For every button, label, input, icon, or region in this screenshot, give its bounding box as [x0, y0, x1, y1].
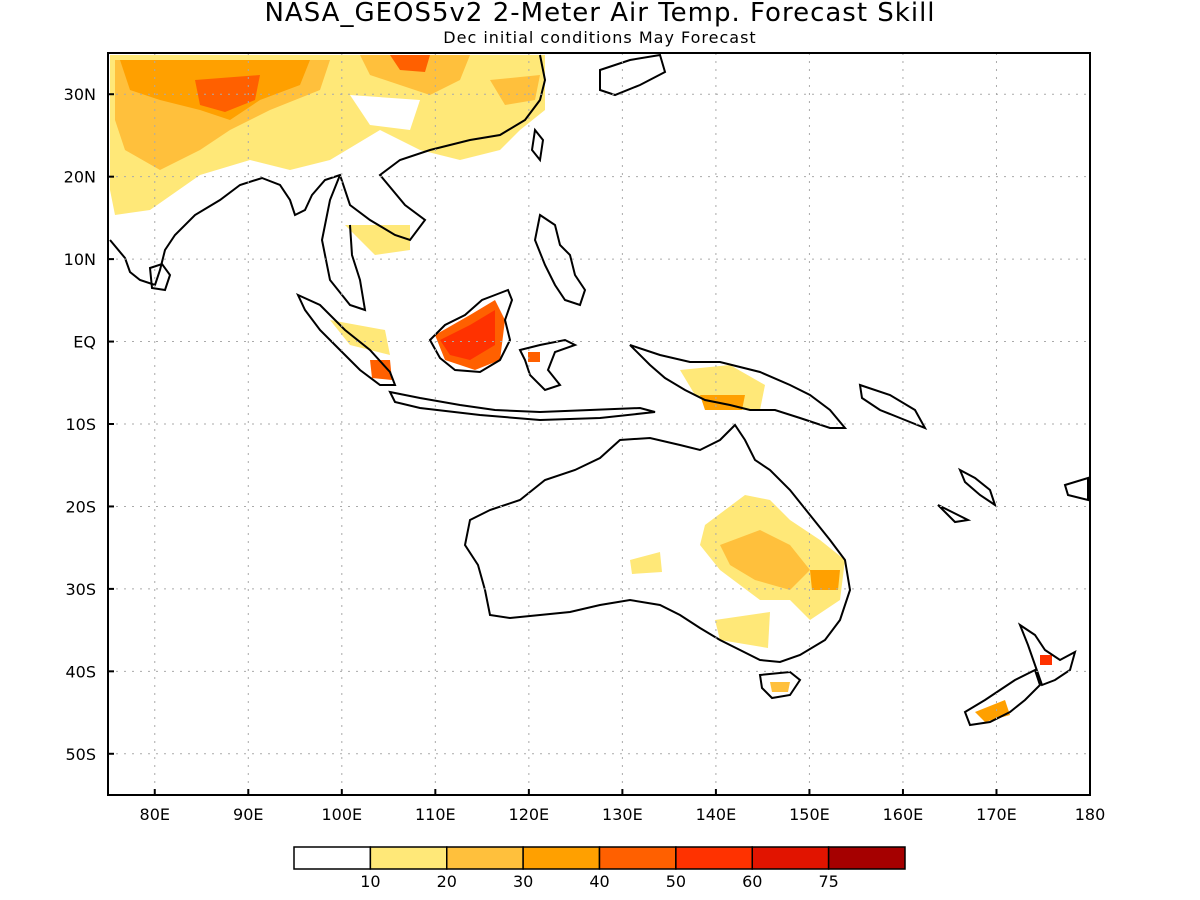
- lon-tick-label: 160E: [883, 805, 924, 824]
- colorbar-swatch: [675, 846, 753, 870]
- lon-tick-label: 100E: [321, 805, 362, 824]
- colorbar-swatch: [598, 846, 677, 870]
- colorbar-label: 10: [360, 872, 380, 891]
- skill-region-australia: [630, 552, 662, 574]
- coastline-japan: [599, 53, 667, 97]
- lat-tick-label: 20S: [65, 497, 96, 516]
- lat-tick-label: 10N: [64, 250, 96, 269]
- lon-tick-label: 170E: [976, 805, 1017, 824]
- lon-tick-label: 130E: [602, 805, 643, 824]
- skill-region-sea: [345, 225, 410, 255]
- colorbar-label: 60: [742, 872, 762, 891]
- coastline-islands: [1063, 476, 1089, 502]
- lon-tick-label: 140E: [696, 805, 737, 824]
- colorbar-label: 30: [513, 872, 533, 891]
- lat-tick-label: 20N: [64, 168, 96, 187]
- lat-tick-label: 10S: [65, 415, 96, 434]
- lon-tick-label: 150E: [789, 805, 830, 824]
- coastline-australia: [463, 423, 852, 664]
- coastline-asia: [109, 54, 547, 287]
- lat-tick-label: 30S: [65, 580, 96, 599]
- skill-region-australia: [720, 530, 810, 590]
- map-grid: [108, 53, 1090, 795]
- map-ticks: 30N 20N 10N EQ 10S 20S 30S 40S 50S 80E 90E 100E 110E…: [64, 85, 1106, 824]
- coastline-philippines: [533, 213, 587, 307]
- lon-tick-label: 110E: [415, 805, 456, 824]
- coastlines: [109, 53, 1089, 727]
- colorbar-swatch: [369, 846, 448, 870]
- colorbar-label: 20: [437, 872, 457, 891]
- coastline-taiwan: [530, 127, 545, 163]
- colorbar-label: 75: [818, 872, 838, 891]
- map-subtitle: Dec initial conditions May Forecast: [443, 28, 757, 47]
- lat-tick-label: 40S: [65, 662, 96, 681]
- lon-tick-label: 120E: [509, 805, 550, 824]
- skill-region-australia: [715, 612, 770, 648]
- coastline-newguinea: [629, 344, 848, 429]
- skill-region-asia: [360, 55, 470, 95]
- colorbar-swatch: [751, 846, 830, 870]
- coastline-india-island: [148, 262, 172, 292]
- colorbar: 10 20 30 40 50 60 75: [293, 846, 906, 891]
- coastline-solomons: [858, 383, 928, 430]
- lon-tick-label: 90E: [233, 805, 263, 824]
- colorbar-swatch: [827, 846, 906, 870]
- colorbar-label: 40: [589, 872, 609, 891]
- colorbar-swatch: [446, 846, 524, 870]
- coastline-nz-south: [963, 668, 1042, 727]
- lat-tick-label: 30N: [64, 85, 96, 104]
- coastline-sumatra: [295, 292, 397, 386]
- lat-tick-label: EQ: [73, 333, 96, 352]
- coastline-islands: [937, 504, 972, 524]
- map-frame: [107, 52, 1091, 796]
- coastline-tasmania: [758, 670, 802, 700]
- colorbar-label: 50: [666, 872, 686, 891]
- coastline-malay: [320, 174, 367, 312]
- skill-region-asia: [195, 75, 260, 112]
- skill-fills: [110, 55, 1052, 722]
- coastline-borneo: [428, 288, 514, 374]
- coastline-nz-north: [1017, 622, 1077, 687]
- skill-region-borneo: [440, 310, 495, 360]
- coastline-java: [388, 390, 656, 422]
- lon-tick-label: 180: [1075, 805, 1106, 824]
- lat-tick-label: 50S: [65, 745, 96, 764]
- skill-region-nz: [1040, 655, 1052, 665]
- skill-region-asia: [390, 55, 430, 72]
- coastline-sulawesi: [518, 338, 578, 392]
- map-title: NASA_GEOS5v2 2-Meter Air Temp. Forecast …: [264, 0, 936, 28]
- skill-region-sea: [528, 352, 540, 362]
- skill-region-sea: [370, 360, 392, 380]
- skill-region-asia: [350, 95, 420, 130]
- coastline-islands: [958, 467, 997, 508]
- colorbar-swatch: [522, 846, 601, 870]
- skill-region-australia: [770, 682, 790, 692]
- skill-region-australia: [810, 570, 840, 590]
- skill-region-asia: [490, 75, 540, 105]
- colorbar-swatch: [293, 846, 372, 870]
- lon-tick-label: 80E: [140, 805, 170, 824]
